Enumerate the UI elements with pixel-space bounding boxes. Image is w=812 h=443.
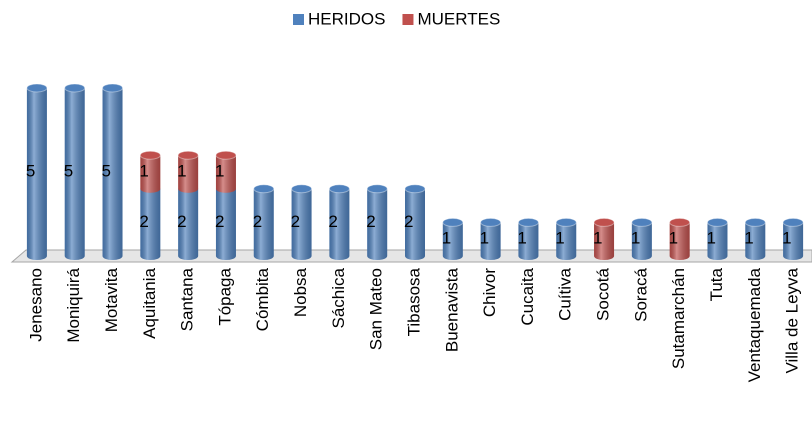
x-tick-label: Soracá [631,267,650,321]
x-tick-label: Tibasosa [404,267,423,336]
bar-cap [669,217,691,227]
x-tick-label: Buenavista [442,267,461,352]
bar-cap [366,184,388,194]
bar-shade [745,222,766,260]
bar-shade [783,222,804,260]
legend-swatch [293,14,304,25]
value-label: 1 [480,229,489,248]
bar-shade [669,222,690,260]
value-label: 2 [291,212,300,231]
bar-shade [367,188,388,260]
x-tick-label: Cómbita [253,267,272,331]
bar-shade [178,155,199,193]
bar-cap [291,184,313,194]
bar-shade [405,188,425,260]
bar-shade [442,222,463,260]
x-tick-label: Tuta [707,267,726,301]
value-label: 2 [328,212,337,231]
x-tick-label: Aquitania [140,267,159,338]
x-tick-label: Nobsa [291,267,310,317]
bar-shade [64,88,85,260]
x-tick-label: Moniquirá [64,267,83,342]
value-label: 1 [517,229,526,248]
x-tick-label: Tópaga [215,267,234,325]
value-label: 1 [555,229,564,248]
bar-cap [215,150,237,160]
bar-shade [215,188,236,260]
bar-cap [177,150,199,160]
bar-shade [102,88,123,260]
bar-cap [744,217,766,227]
legend-label: MUERTES [417,9,500,28]
x-tick-label: Jenesano [26,268,45,342]
bar-shade [291,188,312,260]
bar-cap [517,217,539,227]
value-label: 1 [442,229,451,248]
x-tick-label: Ventaquemada [745,267,764,382]
value-label: 1 [215,161,224,180]
bar-cap [404,184,426,194]
value-label: 1 [631,229,640,248]
bar-cap [555,217,577,227]
bar-cap [64,83,86,93]
bar-cap [593,217,615,227]
bar-cap [139,150,161,160]
bar-shade [480,222,501,260]
bar-shade [594,222,615,260]
value-label: 2 [404,212,413,231]
x-tick-label: Cuítiva [556,267,575,320]
value-label: 1 [706,229,715,248]
value-label: 1 [782,229,791,248]
value-label: 1 [744,229,753,248]
value-label: 2 [139,212,148,231]
x-tick-label: Santana [178,267,197,331]
value-label: 1 [669,229,678,248]
bar-shade [556,222,577,260]
x-tick-label: Villa de Leyva [783,267,802,373]
bar-cap [442,217,464,227]
x-tick-label: Motavita [102,267,121,332]
bar-shade [329,188,350,260]
x-tick-label: San Mateo [367,268,386,350]
bar-cap [328,184,350,194]
x-tick-label: Sáchica [329,267,348,328]
value-label: 1 [593,229,602,248]
value-label: 2 [177,212,186,231]
legend-swatch [402,14,414,25]
legend-label: HERIDOS [308,9,385,28]
bar-cap [102,83,124,93]
bar-shade [253,188,274,260]
value-label: 2 [366,212,375,231]
bar-shade [215,155,236,193]
x-tick-label: Cucaita [518,267,537,325]
value-label: 5 [102,161,111,180]
bar-shade [518,222,539,260]
bar-shade [26,88,47,260]
x-tick-label: Socotá [594,267,613,320]
value-label: 5 [64,161,73,180]
value-label: 1 [177,161,186,180]
bar-shade [631,222,652,260]
value-label: 2 [253,212,262,231]
bar-cap [253,184,275,194]
bar-cap [26,83,48,93]
bar-shade [707,222,728,260]
bar-cap [782,217,804,227]
bar-cap [706,217,728,227]
value-label: 1 [139,161,148,180]
bar-shade [178,188,199,260]
bar-cap [631,217,653,227]
bar-shade [140,188,161,260]
x-tick-label: Sutamarchán [669,268,688,369]
bar-cap [480,217,502,227]
value-label: 5 [26,161,35,180]
x-tick-label: Chivor [480,268,499,317]
bar-shade [140,155,161,193]
value-label: 2 [215,212,224,231]
